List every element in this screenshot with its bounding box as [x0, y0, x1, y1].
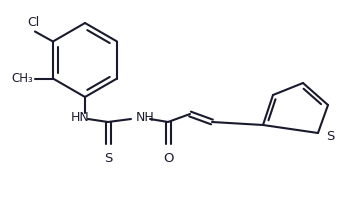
- Text: NH: NH: [136, 111, 155, 124]
- Text: S: S: [104, 152, 112, 165]
- Text: S: S: [326, 129, 334, 142]
- Text: HN: HN: [71, 111, 90, 124]
- Text: Cl: Cl: [27, 16, 39, 29]
- Text: O: O: [163, 152, 173, 165]
- Text: CH₃: CH₃: [11, 72, 33, 85]
